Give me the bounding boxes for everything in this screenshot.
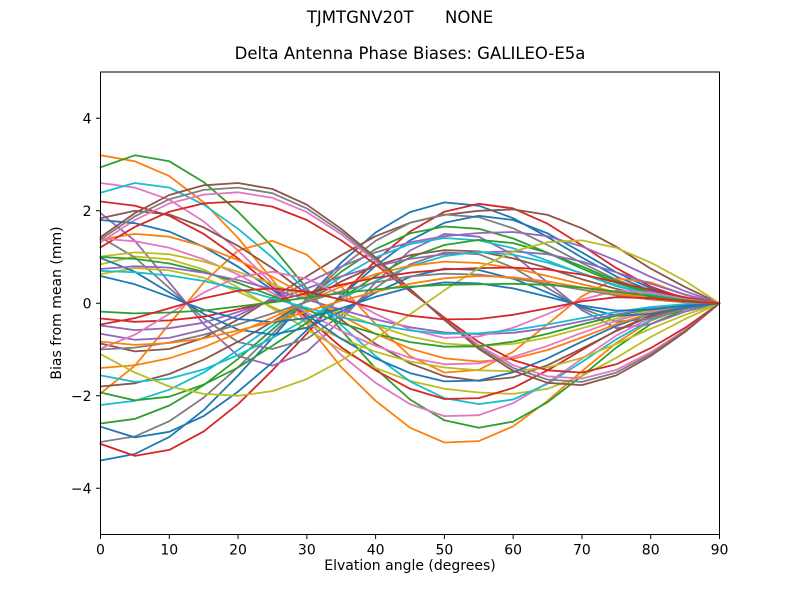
series-line [99,272,721,351]
series-line [99,250,721,332]
series-line [99,209,721,382]
series-line [99,237,721,366]
series-line [99,213,721,443]
y-tick-label: 4 [83,111,92,127]
x-tick-label: 80 [642,543,660,559]
series-line [99,200,721,374]
x-tick-label: 40 [367,543,385,559]
series-line [99,238,721,402]
series-line [99,251,721,347]
series-line [99,182,721,387]
plot-border [100,71,720,535]
x-tick-label: 50 [435,543,453,559]
series-line [99,267,721,373]
series-line [99,275,721,346]
x-axis-label: Elvation angle (degrees) [324,558,496,574]
series-line [99,231,721,341]
y-axis-label: Bias from mean (mm) [49,226,65,380]
x-tick-label: 70 [573,543,591,559]
series-line [99,202,721,457]
y-tick-label: 0 [83,296,92,312]
series-line [99,249,721,388]
series-line [99,182,721,418]
series-line [99,265,721,336]
series-line [99,154,721,429]
x-tick-label: 10 [160,543,178,559]
x-tick-label: 20 [229,543,247,559]
series-line [99,212,721,367]
series-line [99,266,721,323]
series-line [99,287,721,326]
series-line [99,239,721,397]
y-tick-label: −2 [71,389,92,405]
series-line [99,239,721,395]
y-tick-label: −4 [71,481,92,497]
series-line [99,269,721,335]
x-tick-label: 30 [298,543,316,559]
x-tick-label: 0 [96,543,105,559]
y-tick-label: 2 [83,204,92,220]
figure-suptitle: TJMTGNV20T NONE [306,8,494,27]
x-tick-label: 90 [711,543,729,559]
series-line [99,236,721,350]
series-line [99,201,721,462]
series-line [99,182,721,406]
x-tick-label: 60 [504,543,522,559]
series-line [99,282,721,315]
series-line [99,232,721,363]
axes-title: Delta Antenna Phase Biases: GALILEO-E5a [234,44,586,63]
